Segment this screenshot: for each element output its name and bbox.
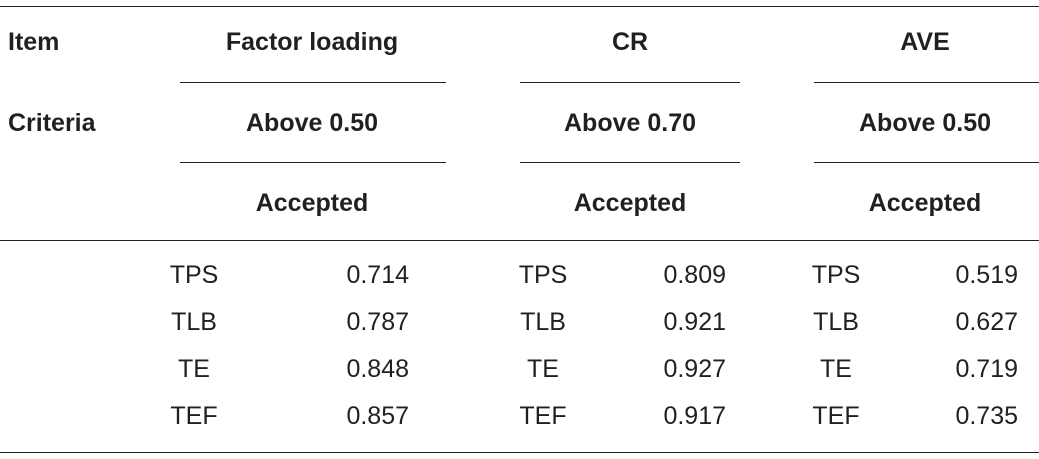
cr-value: 0.921 <box>663 308 726 336</box>
top-rule <box>0 6 1039 7</box>
ave-item: TLB <box>813 308 859 336</box>
ave-item: TPS <box>811 261 861 289</box>
group-header-cr: CR <box>611 28 649 56</box>
ave-item: TEF <box>812 402 860 430</box>
status-ave: Accepted <box>868 189 982 217</box>
factor-loading-item: TLB <box>171 308 217 336</box>
bottom-rule <box>0 452 1039 453</box>
ave-value: 0.627 <box>955 308 1018 336</box>
header-bottom-rule <box>0 240 1039 241</box>
item-header: Item <box>8 28 60 56</box>
cr-value: 0.917 <box>663 402 726 430</box>
factor-loading-value: 0.848 <box>346 355 409 383</box>
ave-value: 0.519 <box>955 261 1018 289</box>
group-rule-ave-2 <box>814 162 1039 163</box>
status-factor-loading: Accepted <box>255 189 369 217</box>
criteria-header: Criteria <box>8 109 96 137</box>
status-cr: Accepted <box>573 189 687 217</box>
factor-loading-item: TEF <box>170 402 218 430</box>
group-header-factor-loading: Factor loading <box>225 28 399 56</box>
criteria-cr: Above 0.70 <box>563 109 697 137</box>
group-rule-cr-1 <box>520 82 740 83</box>
group-rule-ave-1 <box>814 82 1039 83</box>
cr-item: TPS <box>518 261 568 289</box>
factor-loading-item: TPS <box>169 261 219 289</box>
factor-loading-value: 0.787 <box>346 308 409 336</box>
factor-loading-value: 0.714 <box>346 261 409 289</box>
factor-loading-value: 0.857 <box>346 402 409 430</box>
ave-value: 0.719 <box>955 355 1018 383</box>
group-rule-cr-2 <box>520 162 740 163</box>
criteria-ave: Above 0.50 <box>858 109 992 137</box>
group-header-ave: AVE <box>900 28 950 56</box>
cr-value: 0.927 <box>663 355 726 383</box>
cr-item: TE <box>527 355 559 383</box>
cr-item: TEF <box>519 402 567 430</box>
group-rule-factor-loading-1 <box>180 82 446 83</box>
criteria-factor-loading: Above 0.50 <box>245 109 379 137</box>
cr-item: TLB <box>520 308 566 336</box>
ave-item: TE <box>820 355 852 383</box>
cr-value: 0.809 <box>663 261 726 289</box>
group-rule-factor-loading-2 <box>180 162 446 163</box>
factor-loading-item: TE <box>178 355 210 383</box>
ave-value: 0.735 <box>955 402 1018 430</box>
